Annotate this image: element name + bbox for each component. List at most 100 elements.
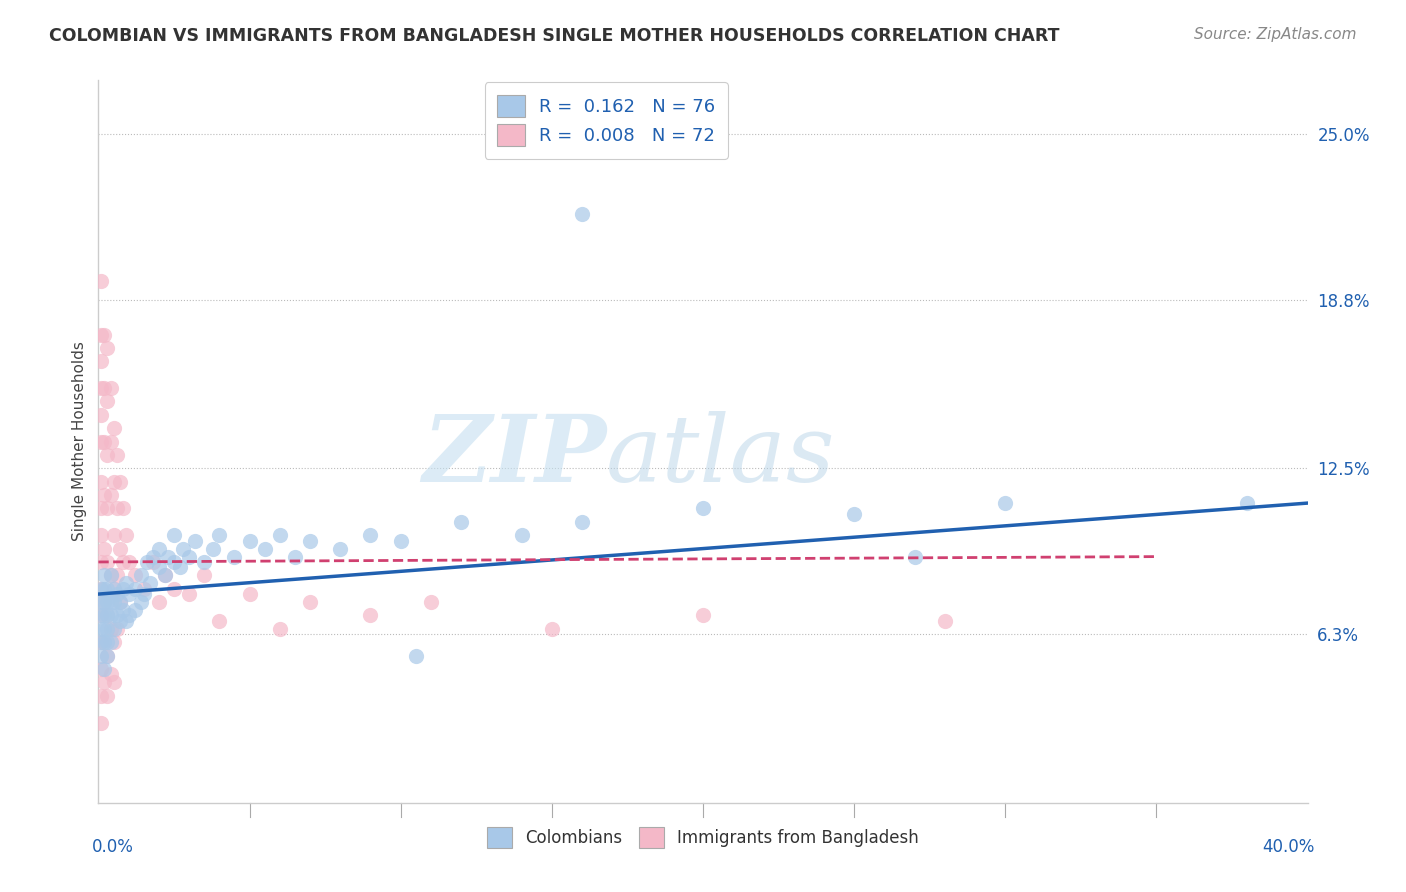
Point bbox=[108, 614, 131, 628]
Point bbox=[329, 541, 352, 556]
Point bbox=[93, 595, 115, 609]
Point bbox=[100, 635, 122, 649]
Point bbox=[156, 549, 179, 564]
Point bbox=[163, 582, 186, 596]
Point bbox=[90, 528, 112, 542]
Point bbox=[114, 614, 136, 628]
Point bbox=[90, 715, 112, 730]
Point bbox=[132, 587, 155, 601]
Point bbox=[571, 515, 593, 529]
Point bbox=[239, 533, 262, 548]
Point bbox=[193, 568, 215, 582]
Point bbox=[124, 582, 146, 596]
Point bbox=[100, 381, 122, 395]
Point bbox=[179, 549, 201, 564]
Point bbox=[96, 622, 118, 636]
Point bbox=[111, 555, 134, 569]
Point bbox=[360, 528, 382, 542]
Point bbox=[179, 587, 201, 601]
Point bbox=[96, 341, 118, 355]
Point bbox=[96, 448, 118, 462]
Point bbox=[93, 675, 115, 690]
Point bbox=[103, 421, 125, 435]
Point bbox=[90, 555, 112, 569]
Legend: Colombians, Immigrants from Bangladesh: Colombians, Immigrants from Bangladesh bbox=[478, 819, 928, 856]
Point bbox=[111, 582, 134, 596]
Point bbox=[103, 582, 125, 596]
Point bbox=[100, 434, 122, 449]
Point bbox=[90, 608, 112, 623]
Text: COLOMBIAN VS IMMIGRANTS FROM BANGLADESH SINGLE MOTHER HOUSEHOLDS CORRELATION CHA: COLOMBIAN VS IMMIGRANTS FROM BANGLADESH … bbox=[49, 27, 1060, 45]
Y-axis label: Single Mother Households: Single Mother Households bbox=[72, 342, 87, 541]
Point bbox=[90, 635, 112, 649]
Point bbox=[118, 587, 141, 601]
Point bbox=[163, 555, 186, 569]
Point bbox=[114, 576, 136, 591]
Point bbox=[172, 541, 194, 556]
Point bbox=[114, 528, 136, 542]
Text: 40.0%: 40.0% bbox=[1263, 838, 1315, 856]
Point bbox=[90, 501, 112, 516]
Point bbox=[129, 568, 152, 582]
Point bbox=[93, 582, 115, 596]
Point bbox=[96, 689, 118, 703]
Point bbox=[96, 501, 118, 516]
Point bbox=[389, 533, 412, 548]
Point bbox=[96, 648, 118, 663]
Point bbox=[96, 635, 118, 649]
Point bbox=[100, 568, 122, 582]
Point bbox=[405, 648, 427, 663]
Point bbox=[692, 501, 714, 516]
Point bbox=[100, 595, 122, 609]
Point bbox=[100, 488, 122, 502]
Text: ZIP: ZIP bbox=[422, 411, 606, 501]
Point bbox=[169, 560, 191, 574]
Point bbox=[103, 622, 125, 636]
Point bbox=[93, 541, 115, 556]
Point bbox=[90, 381, 112, 395]
Text: atlas: atlas bbox=[606, 411, 835, 501]
Point bbox=[239, 587, 262, 601]
Point bbox=[934, 614, 956, 628]
Point bbox=[90, 635, 112, 649]
Point bbox=[93, 608, 115, 623]
Point bbox=[103, 675, 125, 690]
Point bbox=[163, 528, 186, 542]
Point bbox=[142, 555, 165, 569]
Point bbox=[93, 622, 115, 636]
Point bbox=[994, 496, 1017, 510]
Point bbox=[108, 595, 131, 609]
Point bbox=[93, 434, 115, 449]
Point bbox=[253, 541, 276, 556]
Point bbox=[510, 528, 533, 542]
Point bbox=[108, 475, 131, 489]
Point bbox=[111, 603, 134, 617]
Point bbox=[692, 608, 714, 623]
Point bbox=[96, 608, 118, 623]
Point bbox=[904, 549, 927, 564]
Point bbox=[124, 603, 146, 617]
Point bbox=[103, 595, 125, 609]
Text: Source: ZipAtlas.com: Source: ZipAtlas.com bbox=[1194, 27, 1357, 42]
Point bbox=[96, 394, 118, 409]
Point bbox=[193, 555, 215, 569]
Point bbox=[90, 662, 112, 676]
Point bbox=[96, 595, 118, 609]
Point bbox=[105, 501, 128, 516]
Point bbox=[100, 568, 122, 582]
Point bbox=[90, 608, 112, 623]
Point bbox=[118, 555, 141, 569]
Point bbox=[184, 533, 207, 548]
Point bbox=[90, 582, 112, 596]
Point bbox=[90, 689, 112, 703]
Point bbox=[844, 507, 866, 521]
Point bbox=[142, 549, 165, 564]
Point bbox=[208, 528, 231, 542]
Point bbox=[103, 635, 125, 649]
Point bbox=[93, 568, 115, 582]
Point bbox=[202, 541, 225, 556]
Point bbox=[148, 560, 170, 574]
Point bbox=[93, 327, 115, 342]
Point bbox=[153, 568, 176, 582]
Point bbox=[96, 648, 118, 663]
